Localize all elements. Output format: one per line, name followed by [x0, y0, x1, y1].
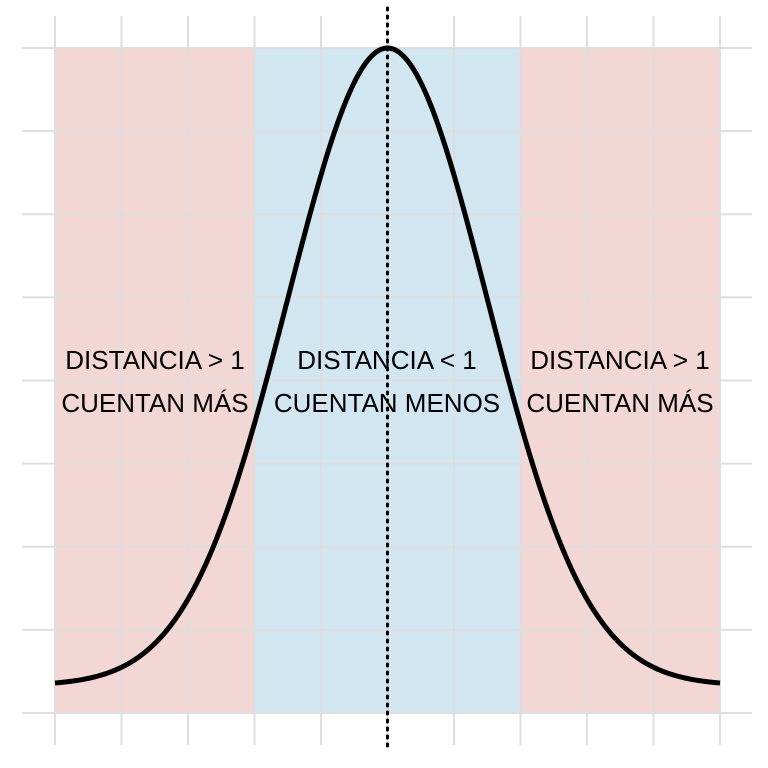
density-curve	[54, 45, 721, 686]
region-left-label-line1: DISTANCIA > 1	[65, 345, 244, 375]
region-center-label-line2: CUENTAN MENOS	[274, 388, 500, 418]
region-right-label-line1: DISTANCIA > 1	[530, 345, 709, 375]
region-right-label-line2: CUENTAN MÁS	[526, 388, 713, 418]
region-center-label-line1: DISTANCIA < 1	[297, 345, 476, 375]
curve-layer	[54, 45, 721, 686]
region-left-label-line2: CUENTAN MÁS	[61, 388, 248, 418]
grid-layer	[22, 16, 752, 745]
label-layer: DISTANCIA > 1 CUENTAN MÁS DISTANCIA < 1 …	[61, 345, 713, 418]
